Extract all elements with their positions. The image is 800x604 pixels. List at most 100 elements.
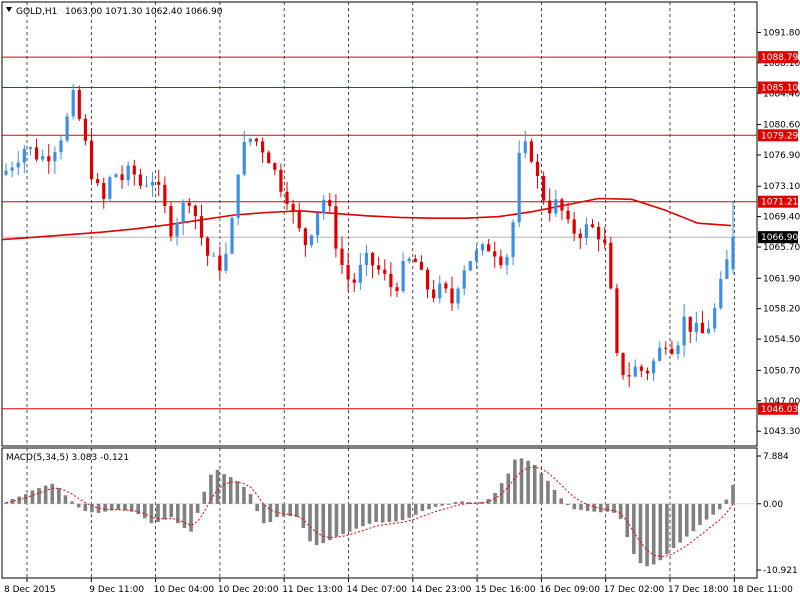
- macd-bar: [129, 503, 134, 512]
- collapse-triangle-icon[interactable]: [6, 7, 12, 12]
- bull-candle-body: [517, 152, 521, 223]
- macd-bar: [380, 503, 385, 523]
- bear-candle-body: [535, 161, 540, 177]
- price-level-tag: [758, 129, 798, 142]
- macd-tick-label: -10.921: [763, 566, 798, 576]
- bull-candle-body: [658, 347, 662, 361]
- bear-candle-body: [77, 89, 81, 119]
- macd-bar: [328, 503, 332, 541]
- bull-candle-body: [731, 237, 735, 270]
- macd-bar: [433, 503, 438, 507]
- macd-bar: [209, 474, 213, 504]
- symbol-label: GOLD,H1: [16, 7, 57, 17]
- macd-bar: [189, 503, 193, 532]
- macd-tick-label: 7.884: [763, 452, 789, 462]
- bull-candle-body: [474, 250, 479, 262]
- macd-bar: [268, 503, 273, 522]
- bull-candle-body: [59, 140, 63, 153]
- bull-candle-body: [719, 278, 723, 309]
- macd-bar: [83, 503, 88, 512]
- bull-candle-body: [248, 138, 252, 143]
- price-tick-label: 1088.10: [763, 59, 800, 69]
- bear-candle-body: [260, 141, 265, 153]
- bear-candle-body: [297, 211, 301, 229]
- macd-bar: [295, 503, 299, 518]
- bull-candle-body: [322, 200, 326, 213]
- bear-candle-body: [193, 205, 197, 217]
- bull-candle-body: [4, 170, 8, 175]
- bull-candle-body: [505, 256, 509, 266]
- bull-candle-body: [401, 261, 405, 291]
- bull-candle-body: [358, 264, 362, 283]
- macd-bar: [242, 486, 246, 504]
- price-tick-label: 1061.90: [763, 274, 800, 284]
- bull-candle-body: [511, 222, 515, 257]
- bull-candle-body: [676, 345, 680, 354]
- bear-candle-body: [596, 226, 601, 240]
- time-label: 14 Dec 07:00: [347, 585, 408, 595]
- macd-bar: [625, 503, 630, 538]
- price-tick-label: 1069.40: [763, 213, 800, 223]
- bull-candle-body: [144, 185, 149, 187]
- macd-bar: [704, 503, 709, 520]
- macd-bar: [691, 503, 696, 532]
- bull-candle-body: [114, 174, 118, 178]
- bear-candle-body: [542, 176, 546, 201]
- macd-bar: [400, 503, 405, 521]
- bull-candle-body: [65, 116, 69, 141]
- bear-candle-body: [279, 169, 283, 192]
- bear-candle-body: [395, 287, 399, 291]
- macd-bar: [176, 503, 180, 524]
- price-tick-label: 1058.20: [763, 305, 800, 315]
- bear-candle-body: [285, 191, 289, 204]
- macd-bar: [76, 503, 81, 508]
- macd-bar: [684, 503, 689, 537]
- macd-signal-line: [5, 466, 734, 558]
- macd-bar: [440, 503, 444, 506]
- macd-bar: [671, 503, 676, 549]
- bear-candle-body: [157, 181, 161, 185]
- ohlc-values: 1063.00 1071.30 1062.40 1066.90: [65, 7, 223, 17]
- bull-candle-body: [438, 283, 442, 299]
- macd-bar: [281, 503, 286, 517]
- macd-bar: [222, 474, 226, 504]
- macd-bar: [678, 503, 682, 543]
- macd-bar: [513, 459, 517, 504]
- bear-candle-body: [493, 251, 497, 257]
- moving-average-group: [1, 197, 732, 241]
- bull-candle-body: [706, 328, 711, 334]
- price-axis: 1091.80 1088.10 1084.40 1080.60 1076.90 1073.…: [757, 28, 800, 437]
- macd-bar: [585, 503, 590, 512]
- macd-bar: [341, 503, 345, 535]
- bull-candle-body: [682, 316, 686, 346]
- price-panel-frame: [1, 1, 758, 447]
- macd-bar: [572, 503, 577, 510]
- price-tick-label: 1084.40: [763, 89, 800, 99]
- macd-bar: [592, 503, 597, 512]
- macd-bar: [427, 503, 431, 510]
- price-level-tag: [758, 81, 798, 94]
- bear-candle-body: [138, 174, 143, 186]
- macd-bar: [308, 503, 312, 542]
- bull-candle-body: [242, 142, 246, 175]
- macd-bar: [103, 503, 107, 512]
- bear-candle-body: [487, 244, 491, 252]
- macd-bar: [658, 503, 663, 561]
- macd-bar: [321, 503, 326, 544]
- bull-candle-body: [694, 322, 698, 332]
- bear-candle-body: [267, 152, 271, 164]
- macd-bar: [30, 490, 35, 504]
- macd-bar: [486, 498, 491, 504]
- macd-bar: [579, 503, 583, 510]
- macd-bar: [288, 503, 292, 516]
- bull-candle-body: [224, 253, 228, 271]
- price-level-tags: 1088.79 1085.10 1079.29 1071.21 1046.03 1066.…: [758, 51, 798, 415]
- bear-candle-body: [102, 183, 106, 199]
- bear-candle-body: [615, 288, 619, 354]
- price-tick-label: 1054.50: [763, 335, 800, 345]
- bull-candle-body: [480, 244, 485, 251]
- bull-candle-body: [725, 259, 729, 279]
- time-label: 16 Dec 09:00: [539, 585, 600, 595]
